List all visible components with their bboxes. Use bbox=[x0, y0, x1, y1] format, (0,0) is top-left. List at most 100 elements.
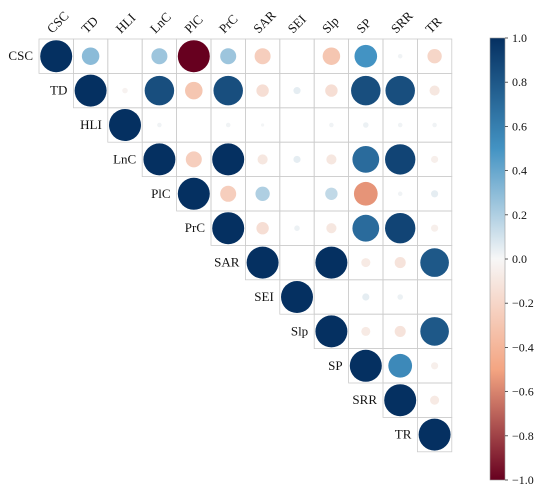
column-label-slp: Slp bbox=[319, 13, 342, 36]
correlation-circle-prc-prc bbox=[212, 212, 245, 245]
correlation-circle-lnc-sar bbox=[257, 154, 268, 165]
correlation-circle-plc-sp bbox=[353, 181, 378, 206]
grid-cell bbox=[279, 38, 315, 74]
column-label-prc: PrC bbox=[216, 11, 241, 36]
correlation-circle-sei-sei bbox=[281, 281, 313, 313]
row-label-td: TD bbox=[50, 83, 67, 98]
colorbar-tick-label: 0.0 bbox=[512, 252, 527, 266]
correlation-circle-slp-slp bbox=[315, 315, 348, 348]
column-label-hli: HLI bbox=[113, 10, 139, 36]
correlation-circle-plc-prc bbox=[220, 185, 237, 202]
row-label-sp: SP bbox=[328, 358, 342, 373]
correlation-circle-csc-sar bbox=[254, 48, 271, 65]
correlation-circle-hli-tr bbox=[432, 122, 437, 128]
row-labels: CSC TD HLI LnC PlC PrC SAR SEI Slp SP SRR TR bbox=[8, 48, 411, 441]
row-label-hli: HLI bbox=[80, 117, 102, 132]
correlation-circle-tr-tr bbox=[418, 418, 451, 451]
colorbar-tick-label: 0.8 bbox=[512, 75, 527, 89]
correlation-circle-csc-slp bbox=[322, 47, 341, 65]
correlation-circle-sei-sp bbox=[362, 293, 370, 301]
correlation-circle-plc-slp bbox=[325, 187, 338, 200]
correlation-circle-sp-srr bbox=[388, 353, 413, 378]
row-label-prc: PrC bbox=[185, 220, 205, 235]
correlation-circle-prc-sei bbox=[294, 225, 300, 231]
correlation-circle-lnc-slp bbox=[326, 154, 337, 165]
column-label-lnc: LnC bbox=[147, 9, 174, 36]
correlation-circle-sar-sar bbox=[246, 246, 279, 279]
column-label-tr: TR bbox=[422, 14, 445, 37]
correlation-circle-td-lnc bbox=[144, 75, 175, 106]
correlation-circle-slp-srr bbox=[394, 325, 406, 337]
row-label-srr: SRR bbox=[352, 392, 377, 407]
correlation-circle-sar-srr bbox=[394, 257, 406, 269]
correlation-circle-slp-tr bbox=[420, 317, 449, 346]
row-label-tr: TR bbox=[395, 427, 412, 442]
correlation-circle-plc-sar bbox=[255, 186, 270, 201]
correlation-circle-lnc-plc bbox=[185, 151, 202, 168]
row-label-plc: PlC bbox=[151, 186, 171, 201]
row-label-sar: SAR bbox=[214, 255, 240, 270]
colorbar-ticks: 1.0 0.8 0.6 0.4 0.2 0.0 −0.2 −0.4 −0.6 −0.8 −1.0 bbox=[505, 31, 534, 487]
correlation-circle-td-slp bbox=[325, 84, 338, 97]
grid-cell bbox=[416, 279, 453, 315]
colorbar-tick-label: −0.2 bbox=[512, 296, 534, 310]
correlation-circle-td-plc bbox=[185, 81, 203, 100]
correlation-circle-lnc-tr bbox=[431, 155, 439, 163]
column-label-plc: PlC bbox=[181, 12, 205, 36]
row-label-csc: CSC bbox=[8, 48, 33, 63]
correlation-circle-td-sar bbox=[256, 84, 269, 97]
correlation-circle-td-td bbox=[74, 74, 107, 107]
colorbar-tick-label: 0.6 bbox=[512, 119, 527, 133]
correlation-circle-csc-srr bbox=[397, 53, 403, 59]
grid-cell bbox=[416, 416, 453, 453]
colorbar-tick-label: −1.0 bbox=[512, 473, 534, 487]
correlation-circle-plc-srr bbox=[397, 191, 403, 197]
correlation-circle-lnc-prc bbox=[212, 143, 245, 176]
correlation-circle-plc-plc bbox=[177, 177, 210, 210]
correlation-circle-srr-tr bbox=[430, 395, 440, 405]
row-label-slp: Slp bbox=[291, 323, 308, 338]
correlation-circle-td-hli bbox=[122, 87, 128, 94]
correlation-circle-td-sei bbox=[293, 87, 301, 95]
correlation-circle-lnc-srr bbox=[385, 144, 416, 175]
colorbar-tick-label: 1.0 bbox=[512, 31, 527, 45]
column-label-sei: SEI bbox=[285, 12, 309, 36]
correlation-circle-td-sp bbox=[351, 75, 381, 106]
correlation-circle-plc-tr bbox=[431, 190, 439, 198]
colorbar-tick-label: −0.4 bbox=[512, 340, 534, 354]
grid-cell bbox=[313, 279, 350, 315]
correlation-circle-sar-sp bbox=[361, 258, 371, 268]
colorbar-tick-label: 0.2 bbox=[512, 208, 527, 222]
row-label-sei: SEI bbox=[254, 289, 274, 304]
correlation-circle-lnc-lnc bbox=[143, 143, 176, 176]
correlation-circle-prc-sp bbox=[352, 214, 380, 242]
colorbar-tick-label: −0.6 bbox=[512, 385, 534, 399]
column-label-csc: CSC bbox=[44, 8, 72, 36]
correlation-circle-sp-tr bbox=[431, 362, 439, 370]
column-label-td: TD bbox=[78, 13, 101, 36]
correlation-circle-csc-tr bbox=[427, 49, 442, 64]
correlation-circle-hli-prc bbox=[225, 122, 231, 128]
correlation-circle-csc-lnc bbox=[151, 48, 168, 65]
correlation-circle-hli-slp bbox=[329, 122, 334, 128]
correlation-circle-td-srr bbox=[385, 75, 415, 106]
grid-cell bbox=[279, 176, 315, 212]
colorbar-tick-label: −0.8 bbox=[512, 429, 534, 443]
correlation-circle-slp-sp bbox=[361, 326, 371, 336]
correlation-circle-prc-srr bbox=[385, 213, 416, 244]
colorbar-gradient bbox=[489, 37, 506, 481]
column-label-sp: SP bbox=[353, 15, 374, 36]
correlation-circle-td-tr bbox=[429, 85, 440, 96]
correlation-circle-sei-srr bbox=[397, 294, 403, 300]
correlation-circles bbox=[40, 40, 451, 451]
correlation-circle-hli-srr bbox=[397, 122, 403, 128]
correlation-circle-hli-hli bbox=[109, 109, 141, 141]
correlation-circle-csc-csc bbox=[40, 40, 73, 73]
correlation-circle-csc-prc bbox=[220, 48, 237, 65]
correlation-circle-lnc-sei bbox=[293, 155, 301, 163]
grid-cell bbox=[279, 244, 315, 281]
correlation-circle-srr-srr bbox=[384, 384, 417, 417]
correlation-circle-csc-sp bbox=[354, 44, 378, 68]
colorbar-tick-label: 0.4 bbox=[512, 164, 527, 178]
